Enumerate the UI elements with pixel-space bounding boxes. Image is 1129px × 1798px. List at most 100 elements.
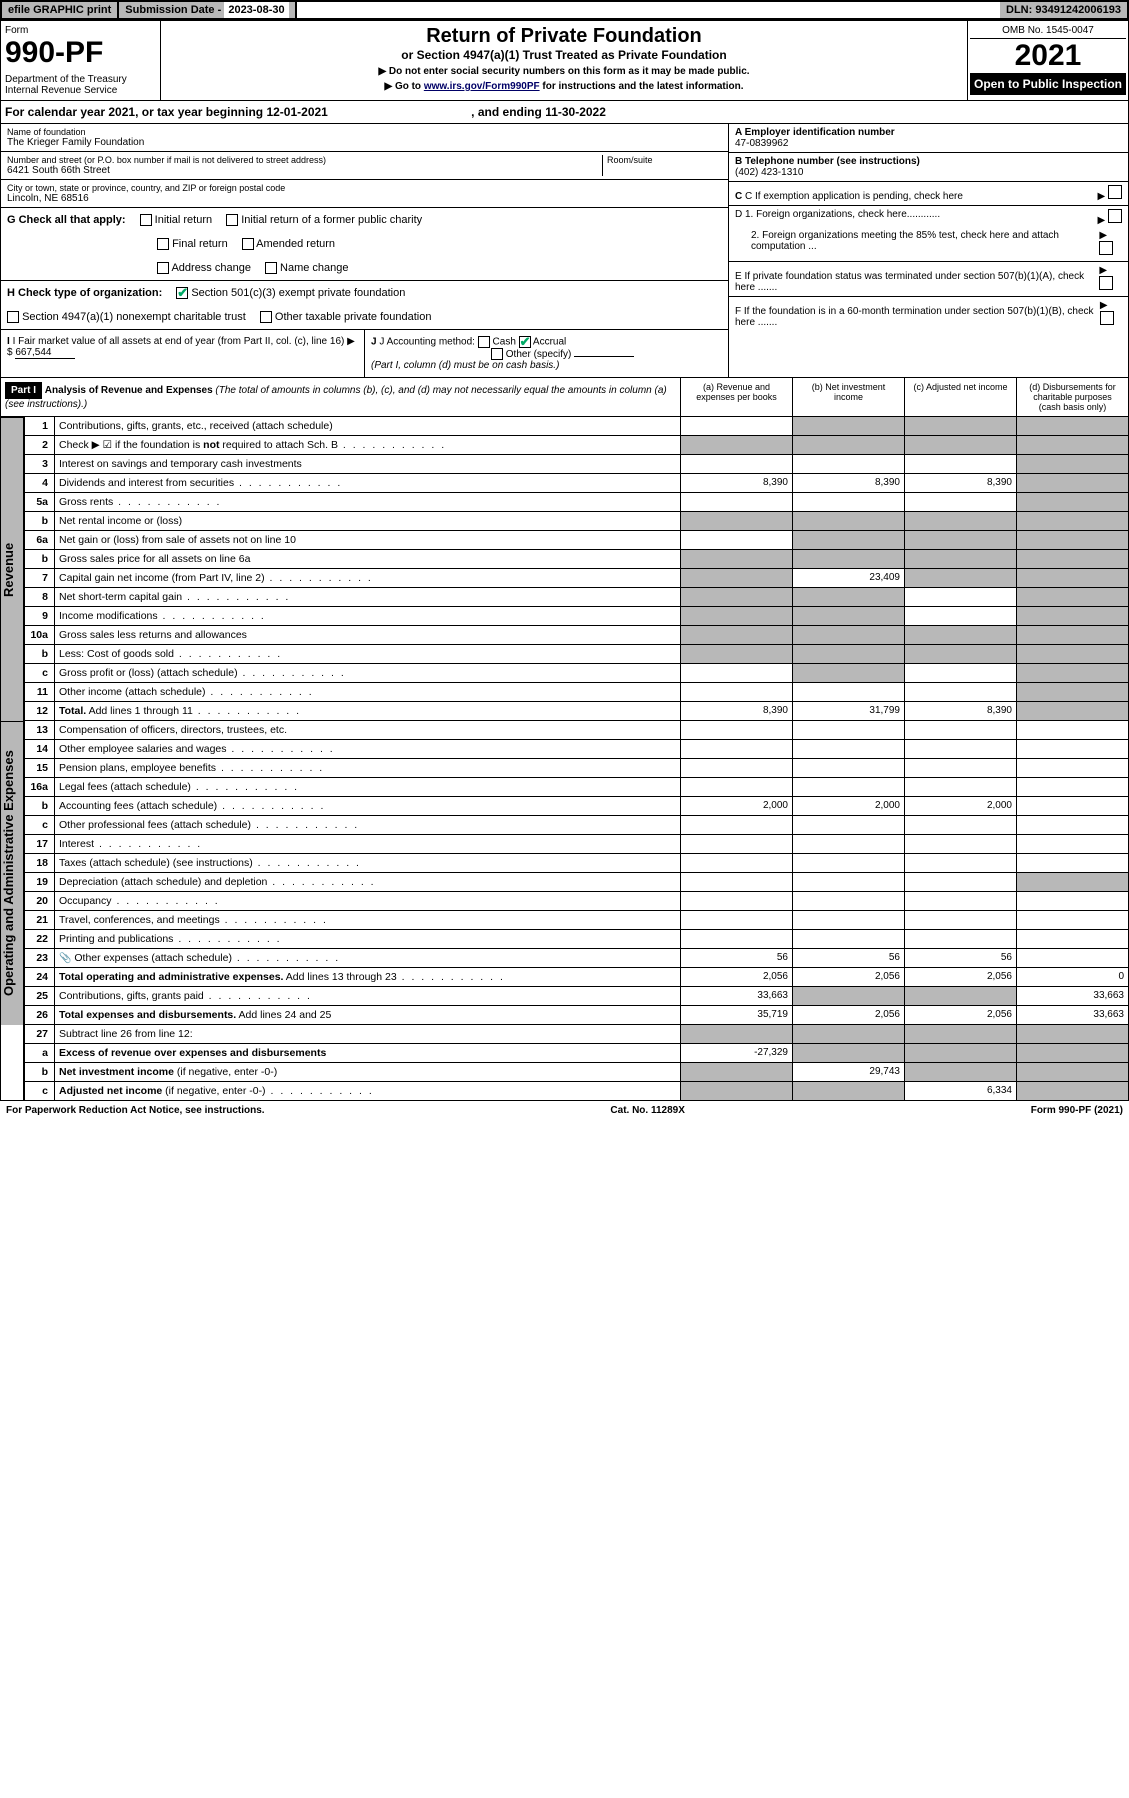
col-a bbox=[681, 759, 793, 778]
form-number-box: Form 990-PF Department of the Treasury I… bbox=[1, 21, 161, 100]
col-b bbox=[793, 531, 905, 550]
col-c bbox=[905, 721, 1017, 740]
col-d bbox=[1017, 1082, 1129, 1101]
col-c bbox=[905, 930, 1017, 949]
instr-1: ▶ Do not enter social security numbers o… bbox=[165, 66, 963, 77]
cb-final-return[interactable] bbox=[157, 238, 169, 250]
col-b bbox=[793, 550, 905, 569]
line-number: 22 bbox=[25, 930, 55, 949]
table-row: 18Taxes (attach schedule) (see instructi… bbox=[25, 854, 1129, 873]
subtitle: or Section 4947(a)(1) Trust Treated as P… bbox=[165, 48, 963, 62]
col-c bbox=[905, 436, 1017, 455]
col-c bbox=[905, 854, 1017, 873]
line-number: 5a bbox=[25, 493, 55, 512]
cb-d1[interactable] bbox=[1108, 209, 1122, 223]
cb-name-change[interactable] bbox=[265, 262, 277, 274]
cb-c[interactable] bbox=[1108, 185, 1122, 199]
c-cell: C C If exemption application is pending,… bbox=[729, 182, 1128, 206]
line-desc: Legal fees (attach schedule) bbox=[55, 778, 681, 797]
footer-right: Form 990-PF (2021) bbox=[1031, 1105, 1123, 1116]
line-number: a bbox=[25, 1044, 55, 1063]
line-number: 6a bbox=[25, 531, 55, 550]
col-c: 8,390 bbox=[905, 702, 1017, 721]
line-desc: Less: Cost of goods sold bbox=[55, 645, 681, 664]
cb-4947[interactable] bbox=[7, 311, 19, 323]
col-a bbox=[681, 569, 793, 588]
revenue-side-label: Revenue bbox=[0, 417, 24, 721]
col-a: 2,000 bbox=[681, 797, 793, 816]
g-opt-2: Address change bbox=[171, 262, 251, 274]
cb-e[interactable] bbox=[1099, 276, 1113, 290]
col-b bbox=[793, 645, 905, 664]
title-box: Return of Private Foundation or Section … bbox=[161, 21, 968, 100]
col-b bbox=[793, 588, 905, 607]
footer-left: For Paperwork Reduction Act Notice, see … bbox=[6, 1105, 265, 1116]
col-b bbox=[793, 854, 905, 873]
col-b bbox=[793, 493, 905, 512]
line-number: b bbox=[25, 512, 55, 531]
line-desc: Interest on savings and temporary cash i… bbox=[55, 455, 681, 474]
cb-initial-former[interactable] bbox=[226, 214, 238, 226]
line-number: 11 bbox=[25, 683, 55, 702]
col-d bbox=[1017, 474, 1129, 493]
line-desc: Occupancy bbox=[55, 892, 681, 911]
col-a bbox=[681, 1025, 793, 1044]
cb-other-taxable[interactable] bbox=[260, 311, 272, 323]
table-row: 27Subtract line 26 from line 12: bbox=[25, 1025, 1129, 1044]
cb-d2[interactable] bbox=[1099, 241, 1113, 255]
col-c bbox=[905, 607, 1017, 626]
cb-accrual[interactable] bbox=[519, 336, 531, 348]
col-a bbox=[681, 1082, 793, 1101]
col-c bbox=[905, 550, 1017, 569]
cb-address-change[interactable] bbox=[157, 262, 169, 274]
expenses-table: 13Compensation of officers, directors, t… bbox=[24, 721, 1129, 1025]
table-row: 23📎 Other expenses (attach schedule)5656… bbox=[25, 949, 1129, 968]
col-c-head: (c) Adjusted net income bbox=[904, 378, 1016, 416]
col-b: 56 bbox=[793, 949, 905, 968]
line-number: 14 bbox=[25, 740, 55, 759]
col-d bbox=[1017, 626, 1129, 645]
e-label: E If private foundation status was termi… bbox=[735, 271, 1099, 293]
cb-other-method[interactable] bbox=[491, 348, 503, 360]
irs-link[interactable]: www.irs.gov/Form990PF bbox=[424, 81, 540, 92]
line-desc: Travel, conferences, and meetings bbox=[55, 911, 681, 930]
d1-label: D 1. Foreign organizations, check here..… bbox=[735, 209, 940, 226]
instr2-pre: ▶ Go to bbox=[384, 81, 423, 92]
line-desc: Total expenses and disbursements. Add li… bbox=[55, 1006, 681, 1025]
ij-row: I I Fair market value of all assets at e… bbox=[1, 329, 728, 377]
table-row: 10aGross sales less returns and allowanc… bbox=[25, 626, 1129, 645]
cb-cash[interactable] bbox=[478, 336, 490, 348]
attachment-icon[interactable]: 📎 bbox=[59, 953, 71, 964]
line-desc: Compensation of officers, directors, tru… bbox=[55, 721, 681, 740]
year-box: OMB No. 1545-0047 2021 Open to Public In… bbox=[968, 21, 1128, 100]
efile-print-button[interactable]: efile GRAPHIC print bbox=[2, 2, 119, 18]
name-cell: Name of foundation The Krieger Family Fo… bbox=[1, 124, 728, 152]
i-value: 667,544 bbox=[15, 347, 75, 359]
g-opt-0: Initial return bbox=[155, 214, 212, 226]
line27-table: 27Subtract line 26 from line 12:aExcess … bbox=[24, 1025, 1129, 1101]
table-row: aExcess of revenue over expenses and dis… bbox=[25, 1044, 1129, 1063]
cb-initial-return[interactable] bbox=[140, 214, 152, 226]
line-desc: Gross sales less returns and allowances bbox=[55, 626, 681, 645]
col-c bbox=[905, 664, 1017, 683]
col-d bbox=[1017, 493, 1129, 512]
col-c bbox=[905, 683, 1017, 702]
col-d bbox=[1017, 911, 1129, 930]
col-b bbox=[793, 740, 905, 759]
line-number: 12 bbox=[25, 702, 55, 721]
identity-grid: Name of foundation The Krieger Family Fo… bbox=[0, 124, 1129, 378]
line-number: 23 bbox=[25, 949, 55, 968]
col-c bbox=[905, 531, 1017, 550]
col-c bbox=[905, 493, 1017, 512]
line-desc: Gross rents bbox=[55, 493, 681, 512]
col-a bbox=[681, 930, 793, 949]
cal-begin: 12-01-2021 bbox=[266, 105, 327, 119]
cb-f[interactable] bbox=[1100, 311, 1114, 325]
col-b bbox=[793, 607, 905, 626]
page-footer: For Paperwork Reduction Act Notice, see … bbox=[0, 1101, 1129, 1120]
cb-amended[interactable] bbox=[242, 238, 254, 250]
cb-501c3[interactable] bbox=[176, 287, 188, 299]
col-a: 8,390 bbox=[681, 702, 793, 721]
table-row: bNet rental income or (loss) bbox=[25, 512, 1129, 531]
col-d bbox=[1017, 607, 1129, 626]
